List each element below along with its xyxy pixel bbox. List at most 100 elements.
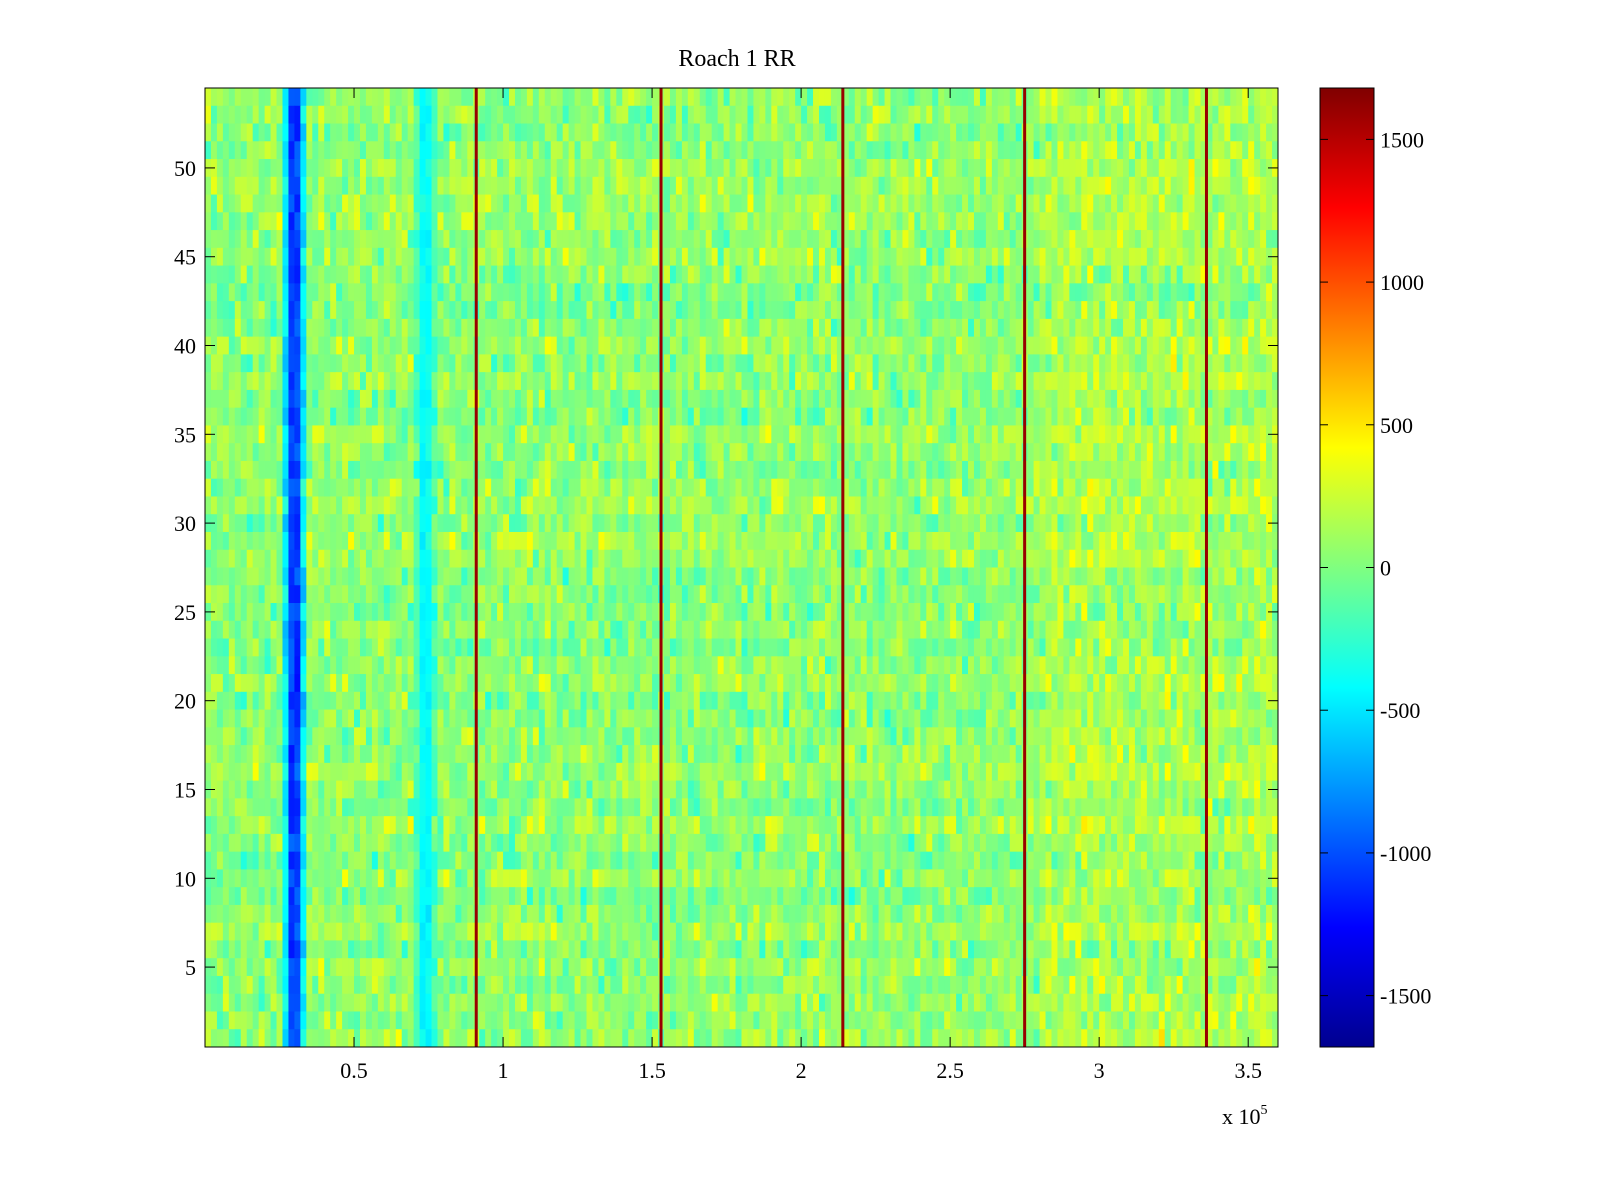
- heatmap-cell: [1111, 247, 1118, 266]
- heatmap-cell: [932, 389, 939, 409]
- heatmap-cell: [610, 212, 617, 231]
- heatmap-cell: [467, 478, 474, 497]
- heatmap-cell: [1069, 176, 1076, 195]
- heatmap-cell: [491, 443, 498, 462]
- heatmap-cell: [1093, 425, 1100, 444]
- heatmap-cell: [520, 194, 528, 213]
- heatmap-cell: [908, 230, 915, 249]
- heatmap-cell: [652, 496, 659, 515]
- heatmap-cell: [532, 372, 540, 391]
- heatmap-cell: [836, 265, 844, 284]
- heatmap-cell: [723, 265, 730, 284]
- heatmap-cell: [342, 496, 349, 515]
- heatmap-cell: [1105, 88, 1112, 107]
- heatmap-cell: [210, 105, 218, 124]
- heatmap-cell: [866, 230, 874, 249]
- heatmap-cell: [926, 407, 933, 426]
- heatmap-cell: [282, 123, 289, 142]
- heatmap-cell: [455, 496, 462, 515]
- heatmap-cell: [687, 105, 695, 124]
- heatmap-cell: [610, 478, 617, 497]
- heatmap-cell: [246, 460, 254, 480]
- heatmap-cell: [622, 176, 629, 195]
- heatmap-cell: [413, 141, 420, 160]
- heatmap-cell: [491, 389, 498, 409]
- heatmap-cell: [276, 230, 283, 249]
- heatmap-cell: [962, 549, 969, 568]
- heatmap-cell: [979, 88, 987, 107]
- heatmap-cell: [282, 301, 289, 320]
- heatmap-cell: [455, 372, 462, 391]
- heatmap-cell: [920, 389, 927, 409]
- heatmap-cell: [485, 265, 492, 284]
- heatmap-cell: [1117, 389, 1124, 409]
- heatmap-cell: [1069, 443, 1076, 462]
- heatmap-cell: [723, 105, 730, 124]
- heatmap-cell: [1039, 159, 1046, 178]
- heatmap-cell: [652, 407, 659, 426]
- heatmap-cell: [1206, 141, 1213, 160]
- heatmap-cell: [872, 159, 879, 178]
- heatmap: [205, 88, 1279, 1048]
- heatmap-cell: [681, 159, 689, 178]
- heatmap-cell: [318, 283, 325, 302]
- heatmap-cell: [634, 123, 641, 142]
- heatmap-cell: [1152, 372, 1160, 391]
- heatmap-cell: [371, 105, 379, 124]
- heatmap-cell: [604, 247, 611, 266]
- heatmap-cell: [425, 354, 432, 373]
- heatmap-cell: [771, 159, 778, 178]
- heatmap-cell: [1212, 194, 1219, 213]
- heatmap-cell: [1081, 105, 1088, 124]
- heatmap-cell: [890, 514, 897, 533]
- heatmap-cell: [443, 425, 450, 444]
- heatmap-cell: [634, 318, 641, 338]
- heatmap-cell: [1236, 176, 1243, 195]
- heatmap-cell: [437, 247, 444, 266]
- heatmap-cell: [222, 567, 230, 586]
- heatmap-cell: [205, 567, 212, 586]
- heatmap-cell: [1248, 318, 1255, 338]
- heatmap-cell: [789, 159, 796, 178]
- heatmap-cell: [437, 372, 444, 391]
- heatmap-cell: [669, 265, 677, 284]
- heatmap-cell: [753, 123, 760, 142]
- heatmap-cell: [1152, 407, 1160, 426]
- heatmap-cell: [1075, 123, 1082, 142]
- heatmap-cell: [985, 514, 993, 533]
- heatmap-cell: [807, 372, 814, 391]
- heatmap-cell: [735, 549, 742, 568]
- heatmap-cell: [1093, 336, 1100, 355]
- heatmap-cell: [1242, 194, 1249, 213]
- heatmap-cell: [1003, 549, 1011, 568]
- heatmap-cell: [1123, 176, 1130, 195]
- heatmap-cell: [222, 265, 230, 284]
- heatmap-cell: [944, 567, 951, 586]
- heatmap-cell: [902, 194, 909, 213]
- heatmap-cell: [1051, 549, 1058, 568]
- heatmap-cell: [1027, 514, 1034, 533]
- heatmap-cell: [759, 372, 766, 391]
- heatmap-cell: [1063, 141, 1070, 160]
- heatmap-cell: [270, 372, 277, 391]
- heatmap-cell: [1182, 247, 1189, 266]
- heatmap-cell: [264, 318, 271, 338]
- heatmap-cell: [234, 336, 242, 355]
- heatmap-cell: [926, 336, 933, 355]
- heatmap-cell: [485, 531, 492, 551]
- heatmap-cell: [1015, 443, 1023, 462]
- heatmap-cell: [795, 514, 802, 533]
- heatmap-cell: [771, 105, 778, 124]
- heatmap-cell: [1134, 425, 1142, 444]
- heatmap-cell: [258, 372, 266, 391]
- heatmap-cell: [723, 389, 730, 409]
- heatmap-cell: [1146, 531, 1154, 551]
- heatmap-cell: [777, 212, 784, 231]
- heatmap-cell: [538, 460, 546, 480]
- heatmap-cell: [878, 478, 885, 497]
- heatmap-cell: [568, 159, 575, 178]
- heatmap-cell: [1182, 318, 1189, 338]
- heatmap-cell: [413, 318, 420, 338]
- heatmap-cell: [1081, 159, 1088, 178]
- heatmap-cell: [371, 443, 379, 462]
